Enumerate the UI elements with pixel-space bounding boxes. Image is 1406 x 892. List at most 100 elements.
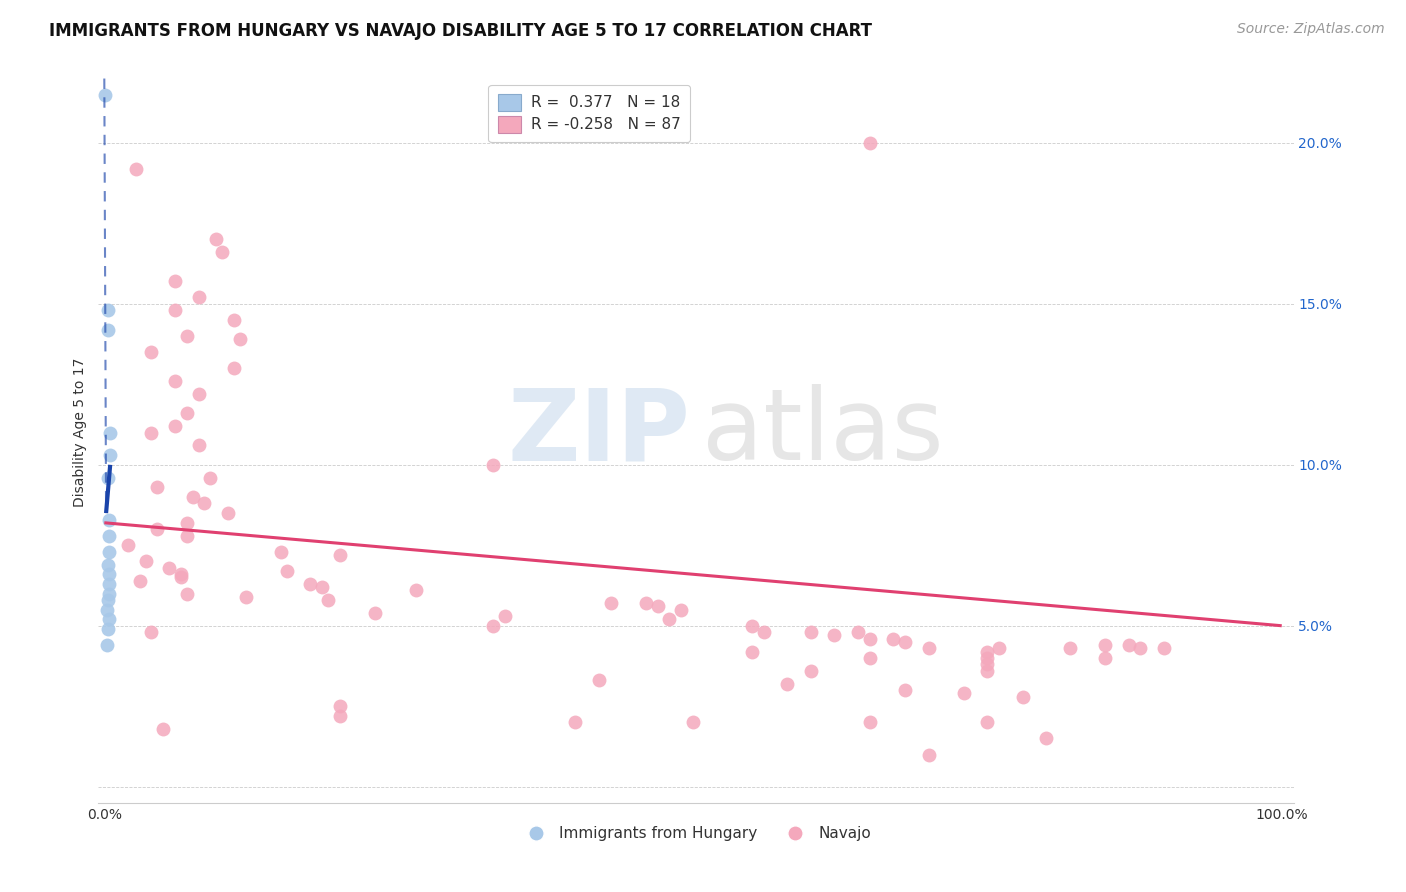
Point xyxy=(647,599,669,614)
Point xyxy=(752,625,775,640)
Point xyxy=(193,496,215,510)
Point xyxy=(98,528,121,542)
Point xyxy=(187,290,209,304)
Point xyxy=(141,425,163,440)
Point xyxy=(1094,638,1116,652)
Point xyxy=(98,586,121,600)
Point xyxy=(859,136,882,150)
Point xyxy=(976,715,998,730)
Point xyxy=(176,586,198,600)
Point xyxy=(176,406,198,420)
Point xyxy=(146,522,169,536)
Point xyxy=(882,632,904,646)
Point xyxy=(97,593,120,607)
Point xyxy=(117,538,139,552)
Point xyxy=(200,471,222,485)
Point xyxy=(741,644,763,658)
Point xyxy=(141,625,163,640)
Text: atlas: atlas xyxy=(702,384,943,481)
Legend: Immigrants from Hungary, Navajo: Immigrants from Hungary, Navajo xyxy=(515,820,877,847)
Point xyxy=(163,374,186,388)
Point xyxy=(97,303,120,318)
Text: Source: ZipAtlas.com: Source: ZipAtlas.com xyxy=(1237,22,1385,37)
Point xyxy=(316,593,339,607)
Point xyxy=(634,596,657,610)
Point xyxy=(800,625,823,640)
Point xyxy=(163,419,186,434)
Point xyxy=(976,664,998,678)
Point xyxy=(187,438,209,452)
Point xyxy=(96,638,118,652)
Point xyxy=(98,612,121,626)
Point xyxy=(859,715,882,730)
Point xyxy=(98,545,121,559)
Point xyxy=(98,425,121,440)
Point xyxy=(482,619,505,633)
Point xyxy=(187,387,209,401)
Point xyxy=(494,609,516,624)
Text: IMMIGRANTS FROM HUNGARY VS NAVAJO DISABILITY AGE 5 TO 17 CORRELATION CHART: IMMIGRANTS FROM HUNGARY VS NAVAJO DISABI… xyxy=(49,22,872,40)
Point xyxy=(1153,641,1175,656)
Point xyxy=(141,345,163,359)
Point xyxy=(181,490,204,504)
Point xyxy=(134,554,156,568)
Point xyxy=(222,313,245,327)
Point xyxy=(311,580,333,594)
Point xyxy=(163,303,186,318)
Point xyxy=(1094,651,1116,665)
Point xyxy=(564,715,586,730)
Point xyxy=(235,590,257,604)
Point xyxy=(97,622,120,636)
Point xyxy=(329,699,352,714)
Point xyxy=(299,577,322,591)
Point xyxy=(588,673,610,688)
Point xyxy=(329,548,352,562)
Point xyxy=(482,458,505,472)
Point xyxy=(988,641,1011,656)
Point xyxy=(97,471,120,485)
Point xyxy=(176,329,198,343)
Point xyxy=(152,722,174,736)
Point xyxy=(97,558,120,572)
Point xyxy=(157,561,180,575)
Point xyxy=(176,516,198,530)
Y-axis label: Disability Age 5 to 17: Disability Age 5 to 17 xyxy=(73,358,87,508)
Point xyxy=(163,274,186,288)
Point xyxy=(270,545,292,559)
Point xyxy=(364,606,387,620)
Point xyxy=(176,528,198,542)
Point xyxy=(894,635,917,649)
Point xyxy=(228,332,250,346)
Point xyxy=(146,480,169,494)
Point xyxy=(1011,690,1033,704)
Point xyxy=(1129,641,1152,656)
Point xyxy=(128,574,150,588)
Point xyxy=(1035,731,1057,746)
Point xyxy=(98,567,121,582)
Point xyxy=(96,602,118,616)
Point xyxy=(776,676,799,690)
Point xyxy=(894,683,917,698)
Point xyxy=(859,632,882,646)
Point xyxy=(741,619,763,633)
Point xyxy=(222,361,245,376)
Point xyxy=(976,644,998,658)
Point xyxy=(98,512,121,526)
Point xyxy=(800,664,823,678)
Point xyxy=(976,657,998,672)
Point xyxy=(599,596,621,610)
Point xyxy=(1118,638,1140,652)
Point xyxy=(1059,641,1081,656)
Point xyxy=(97,323,120,337)
Point xyxy=(976,651,998,665)
Point xyxy=(205,232,228,246)
Point xyxy=(94,87,117,102)
Point xyxy=(823,628,845,642)
Point xyxy=(98,577,121,591)
Point xyxy=(170,570,193,584)
Point xyxy=(98,448,121,462)
Text: ZIP: ZIP xyxy=(508,384,690,481)
Point xyxy=(329,709,352,723)
Point xyxy=(953,686,976,700)
Point xyxy=(170,567,193,582)
